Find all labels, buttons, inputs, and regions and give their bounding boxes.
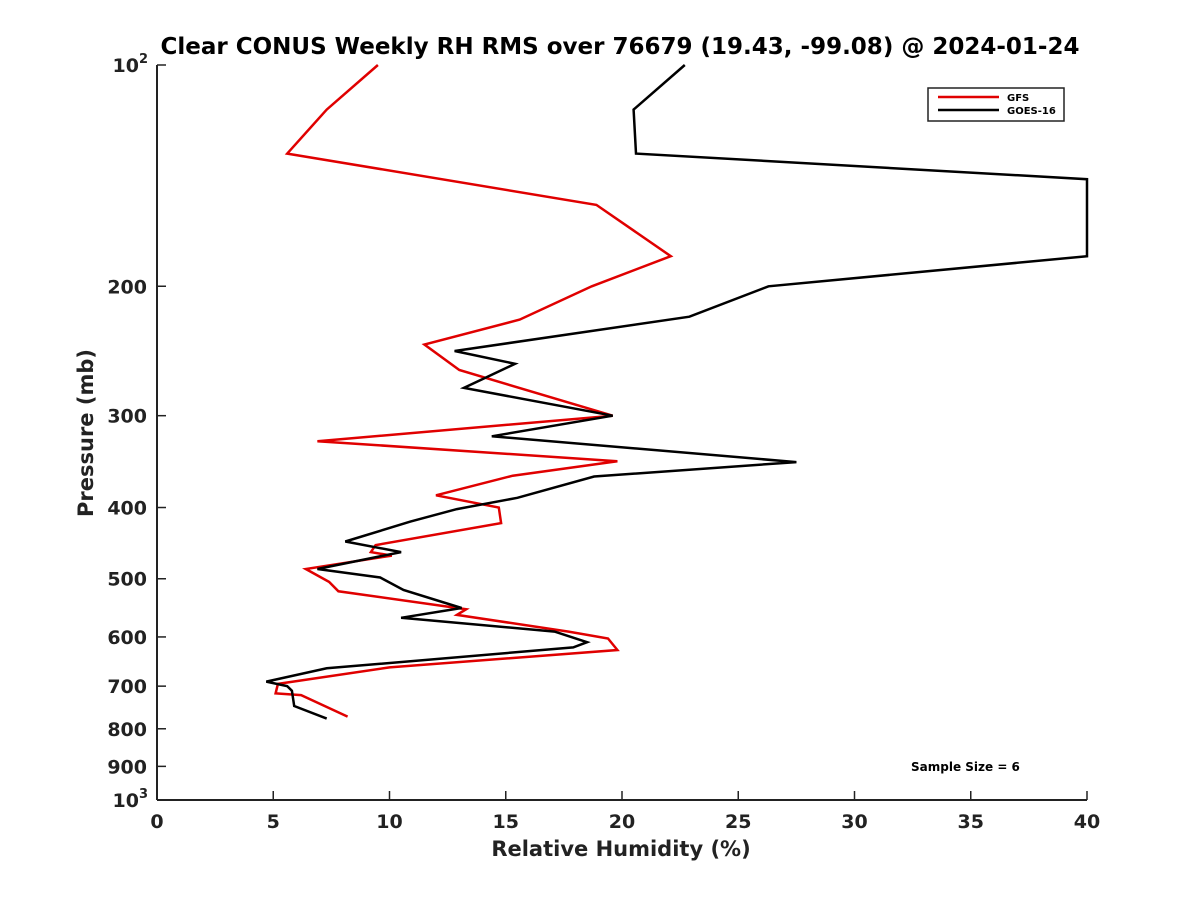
x-ticks: 0 5 10 15 20 25 30 35 40: [150, 791, 1100, 833]
legend: GFS GOES-16: [927, 87, 1065, 122]
x-tick-label: 40: [1074, 811, 1100, 833]
x-tick-label: 20: [609, 811, 635, 833]
series-line-gfs: [274, 64, 674, 718]
y-tick-label: 900: [107, 756, 147, 778]
y-tick-exponent: 3: [139, 787, 148, 802]
legend-box: [927, 87, 1065, 122]
x-tick-label: 0: [150, 811, 163, 833]
y-tick-label: 10: [113, 55, 139, 77]
y-axis-label: Pressure (mb): [74, 349, 98, 517]
legend-label-gfs: GFS: [1007, 93, 1029, 104]
x-tick-label: 15: [493, 811, 519, 833]
chart-title: Clear CONUS Weekly RH RMS over 76679 (19…: [161, 34, 1080, 60]
series-layer: [266, 64, 1089, 720]
y-tick-label: 700: [107, 676, 147, 698]
sample-size-annotation: Sample Size = 6: [911, 760, 1020, 774]
x-tick-label: 25: [725, 811, 751, 833]
series-line-goes16: [266, 64, 1089, 720]
y-tick-label: 500: [107, 569, 147, 591]
y-tick-label: 600: [107, 627, 147, 649]
axes-layer: [156, 65, 1087, 801]
x-axis-label: Relative Humidity (%): [491, 837, 750, 861]
x-tick-label: 30: [841, 811, 867, 833]
y-tick-label: 300: [107, 406, 147, 428]
y-tick-exponent: 2: [139, 52, 148, 67]
y-tick-label: 800: [107, 719, 147, 741]
x-tick-label: 5: [267, 811, 280, 833]
y-tick-label: 200: [107, 276, 147, 298]
y-tick-label: 400: [107, 498, 147, 520]
legend-label-goes16: GOES-16: [1007, 106, 1056, 117]
y-tick-label: 10: [113, 790, 139, 812]
x-tick-label: 10: [376, 811, 402, 833]
x-tick-label: 35: [958, 811, 984, 833]
